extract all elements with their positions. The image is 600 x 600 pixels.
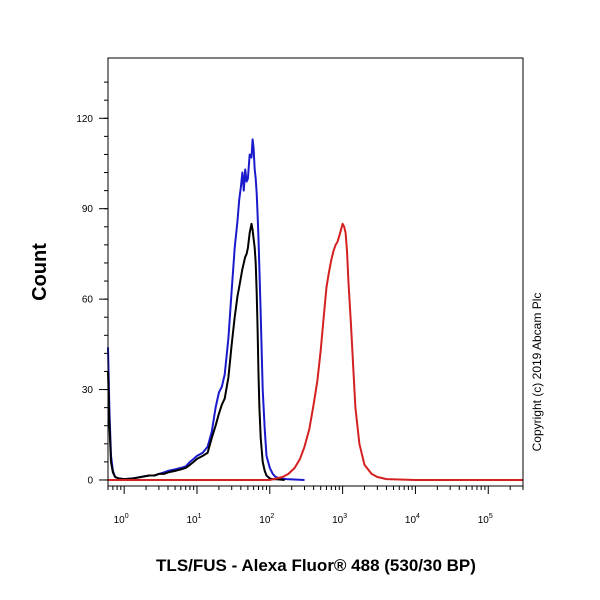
series-group [107, 138, 523, 481]
y-tick-label: 30 [82, 385, 94, 396]
x-tick-base: 10 [114, 515, 126, 526]
x-tick-base: 10 [259, 515, 271, 526]
x-tick-base: 10 [186, 515, 198, 526]
x-tick-exponent: 4 [416, 513, 420, 520]
x-tick-exponent: 3 [343, 513, 347, 520]
x-axis-title: TLS/FUS - Alexa Fluor® 488 (530/30 BP) [156, 556, 476, 575]
x-tick-base: 10 [332, 515, 344, 526]
major-tick-group [99, 117, 489, 494]
x-tick-exponent: 2 [270, 513, 274, 520]
x-tick-label: 103 [332, 513, 347, 526]
minor-tick-group [104, 81, 524, 490]
series-line-1 [107, 222, 285, 481]
y-axis-title: Count [29, 243, 51, 301]
x-tick-exponent: 0 [125, 513, 129, 520]
y-tick-label: 120 [76, 114, 93, 125]
x-tick-base: 10 [478, 515, 490, 526]
x-tick-label: 100 [114, 513, 129, 526]
y-tick-label: 0 [87, 475, 93, 486]
y-tick-label: 90 [82, 204, 94, 215]
x-tick-exponent: 5 [489, 513, 493, 520]
copyright-text: Copyright (c) 2019 Abcam Plc [530, 293, 544, 452]
x-tick-base: 10 [405, 515, 417, 526]
x-tick-exponent: 1 [198, 513, 202, 520]
x-tick-label: 105 [478, 513, 493, 526]
x-tick-label: 101 [186, 513, 201, 526]
series-line-2 [108, 222, 523, 481]
x-tick-label: 102 [259, 513, 274, 526]
x-tick-label: 104 [405, 513, 420, 526]
plot-frame [107, 57, 524, 487]
y-tick-label: 60 [82, 295, 94, 306]
